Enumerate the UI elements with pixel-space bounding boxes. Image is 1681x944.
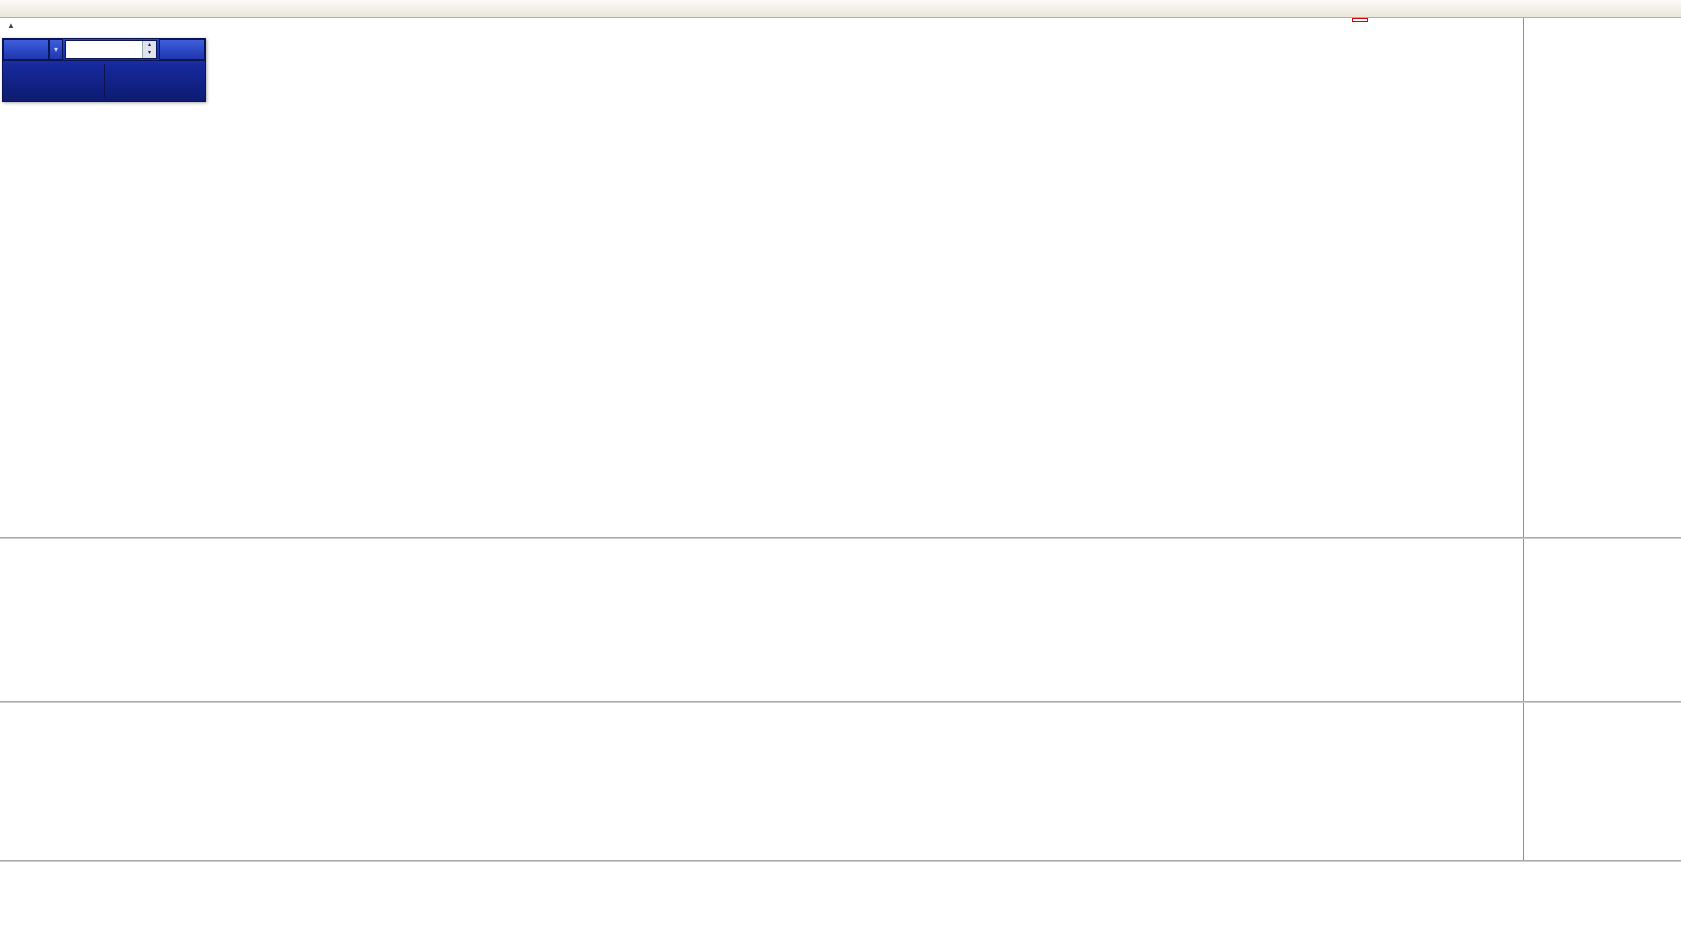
time-axis[interactable] xyxy=(0,862,1523,881)
price-divider xyxy=(103,64,105,98)
price-scale[interactable] xyxy=(1524,18,1681,881)
scale-border xyxy=(1523,18,1524,862)
buy-button[interactable] xyxy=(159,39,205,60)
window-collapse-icon[interactable]: ▲ xyxy=(7,21,15,30)
one-click-trading-panel[interactable]: ▾ ▴ ▾ xyxy=(2,38,206,102)
macd-indicator-svg[interactable] xyxy=(0,539,1523,701)
sell-button[interactable] xyxy=(3,39,49,60)
pane-separator[interactable] xyxy=(0,860,1681,862)
chart-area[interactable]: ▲ ▾ ▴ ▾ xyxy=(0,18,1524,881)
price-chart-svg[interactable] xyxy=(0,18,1523,538)
trade-panel-top-row: ▾ ▴ ▾ xyxy=(3,39,205,61)
volume-up-button[interactable]: ▴ xyxy=(143,41,156,50)
trade-panel-price-row xyxy=(3,61,205,101)
volume-down-button[interactable]: ▾ xyxy=(143,49,156,58)
toolbar xyxy=(0,0,1681,18)
caret-down-icon: ▾ xyxy=(53,45,58,54)
pane-separator[interactable] xyxy=(0,537,1681,539)
volume-field: ▴ ▾ xyxy=(65,40,157,59)
pane-separator[interactable] xyxy=(0,701,1681,703)
rsi-indicator-svg[interactable] xyxy=(0,703,1523,861)
order-type-dropdown[interactable]: ▾ xyxy=(49,39,63,60)
symbol-title: ▲ xyxy=(7,21,27,30)
support-price-callout[interactable] xyxy=(1352,18,1368,22)
volume-spinner: ▴ ▾ xyxy=(142,41,156,58)
volume-input[interactable] xyxy=(66,41,142,58)
